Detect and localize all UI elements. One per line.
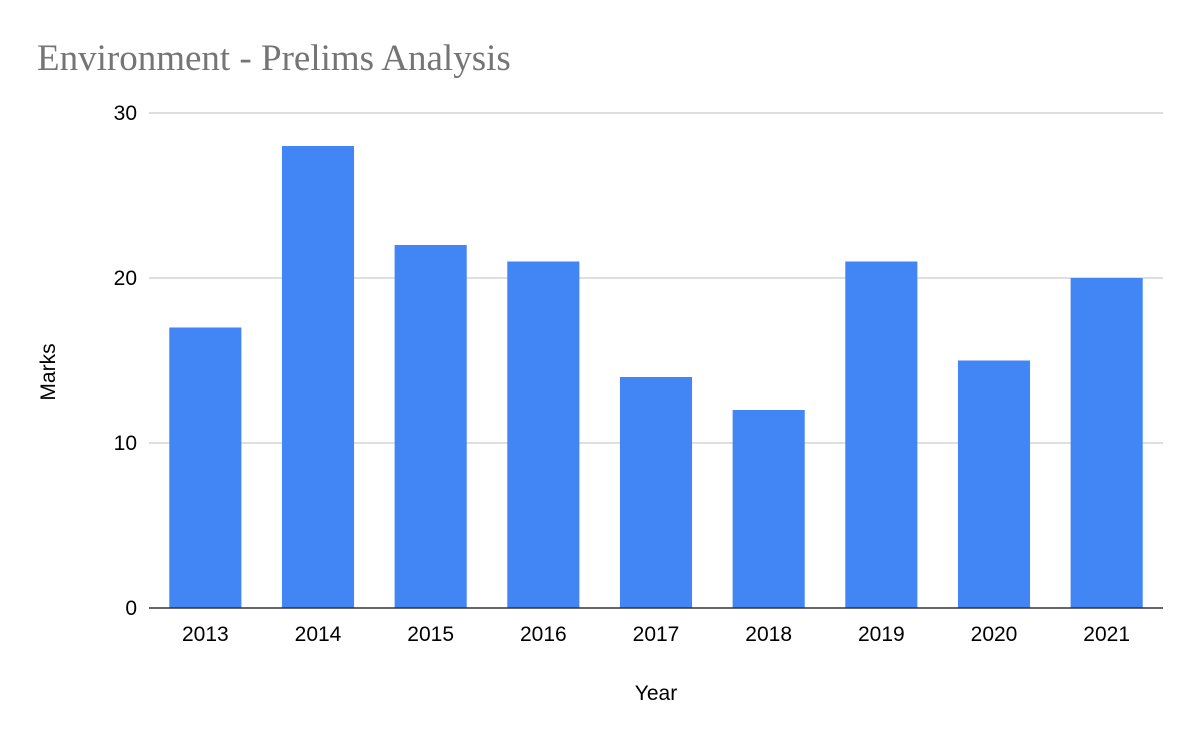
x-tick-label: 2019 bbox=[858, 623, 905, 646]
y-tick-label: 0 bbox=[125, 597, 137, 620]
y-axis-ticks: 0 10 20 30 bbox=[114, 102, 137, 620]
bar-2016 bbox=[507, 261, 580, 608]
bar-2013 bbox=[169, 327, 242, 608]
x-axis-ticks: 2013 2014 2015 2016 2017 2018 2019 2020 2021 bbox=[182, 623, 1130, 646]
x-tick-label: 2015 bbox=[407, 623, 454, 646]
bar-2021 bbox=[1070, 278, 1143, 608]
x-axis-title: Year bbox=[635, 682, 677, 705]
x-tick-label: 2020 bbox=[971, 623, 1018, 646]
x-tick-label: 2016 bbox=[520, 623, 567, 646]
chart-title: Environment - Prelims Analysis bbox=[37, 38, 511, 79]
y-tick-label: 30 bbox=[114, 102, 137, 125]
x-tick-label: 2014 bbox=[295, 623, 342, 646]
bar-2014 bbox=[281, 146, 355, 608]
x-tick-label: 2021 bbox=[1083, 623, 1130, 646]
y-axis-title: Marks bbox=[37, 343, 60, 400]
bars bbox=[169, 146, 1143, 608]
y-tick-label: 10 bbox=[114, 432, 137, 455]
y-tick-label: 20 bbox=[114, 267, 137, 290]
x-tick-label: 2018 bbox=[745, 623, 792, 646]
x-tick-label: 2017 bbox=[633, 623, 680, 646]
bar-2015 bbox=[394, 245, 467, 608]
bar-2017 bbox=[619, 377, 693, 608]
bar-2020 bbox=[957, 360, 1031, 608]
bar-2018 bbox=[732, 410, 805, 608]
x-tick-label: 2013 bbox=[182, 623, 229, 646]
bar-2019 bbox=[845, 261, 918, 608]
